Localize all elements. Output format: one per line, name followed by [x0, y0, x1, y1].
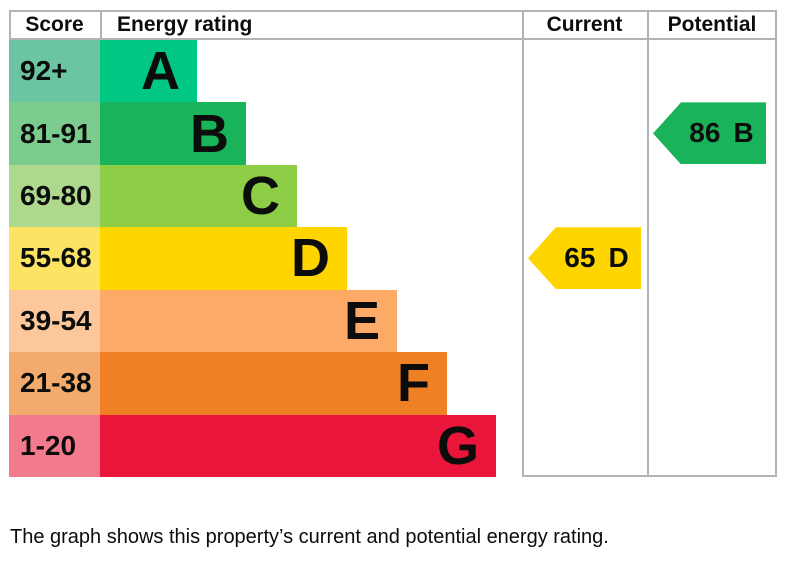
- band-bar: F: [100, 352, 447, 415]
- potential-column-header: Potential: [667, 13, 757, 36]
- band-row: 69-80 C: [9, 164, 777, 228]
- band-row: 55-68 D: [9, 227, 777, 290]
- band-bar: B: [100, 102, 246, 165]
- band-letter: C: [241, 166, 280, 227]
- band-score-cell: 81-91: [9, 102, 100, 165]
- band-rows: 92+ A 81-91 B 69-80 C 55-68 D 39-54: [9, 40, 777, 477]
- potential-rating-value: 86: [689, 117, 721, 149]
- band-letter: G: [436, 415, 479, 476]
- table-top-border: [9, 10, 777, 12]
- band-score-label: 39-54: [20, 304, 92, 336]
- current-rating-letter: D: [608, 242, 629, 274]
- band-bar: G: [100, 414, 496, 477]
- table-bottom-border: [522, 475, 777, 477]
- band-bar: C: [100, 164, 297, 228]
- band-score-cell: 39-54: [9, 289, 100, 353]
- band-letter: A: [141, 41, 180, 102]
- chart-caption: The graph shows this property’s current …: [10, 526, 609, 548]
- band-row: 1-20 G: [9, 414, 777, 477]
- potential-rating-letter: B: [733, 117, 754, 149]
- band-score-cell: 92+: [9, 40, 100, 103]
- band-score-label: 92+: [20, 55, 68, 87]
- epc-rating-chart: Score Energy rating Current Potential 92…: [9, 10, 777, 477]
- band-row: 81-91 B: [9, 102, 777, 165]
- band-score-label: 81-91: [20, 117, 92, 149]
- band-score-label: 21-38: [20, 367, 92, 399]
- score-column-divider: [100, 10, 102, 40]
- header-bottom-border: [9, 38, 777, 40]
- band-row: 39-54 E: [9, 289, 777, 353]
- current-column-divider: [522, 10, 524, 477]
- band-bar: D: [100, 227, 347, 290]
- score-column-header: Score: [25, 13, 84, 36]
- chart-header-row: Score Energy rating Current Potential: [9, 12, 777, 38]
- band-letter: F: [397, 353, 430, 414]
- table-right-border: [775, 10, 777, 477]
- band-score-label: 55-68: [20, 242, 92, 274]
- band-bar: E: [100, 289, 397, 353]
- band-score-label: 1-20: [20, 429, 77, 461]
- energy-rating-column-header: Energy rating: [117, 13, 253, 36]
- band-letter: E: [343, 290, 380, 351]
- band-row: 21-38 F: [9, 352, 777, 415]
- band-score-cell: 1-20: [9, 414, 100, 477]
- current-rating-arrow: 65 D: [528, 227, 641, 290]
- band-score-cell: 21-38: [9, 352, 100, 415]
- header-left-border: [9, 10, 11, 40]
- band-letter: B: [190, 103, 229, 164]
- potential-column-divider: [647, 10, 649, 477]
- band-score-cell: 55-68: [9, 227, 100, 290]
- band-bar: A: [100, 40, 197, 103]
- band-row: 92+ A: [9, 40, 777, 103]
- current-rating-value: 65: [564, 242, 596, 274]
- band-score-cell: 69-80: [9, 164, 100, 228]
- potential-rating-arrow: 86 B: [653, 102, 766, 165]
- band-score-label: 69-80: [20, 180, 92, 212]
- current-column-header: Current: [546, 13, 623, 36]
- band-letter: D: [291, 228, 330, 289]
